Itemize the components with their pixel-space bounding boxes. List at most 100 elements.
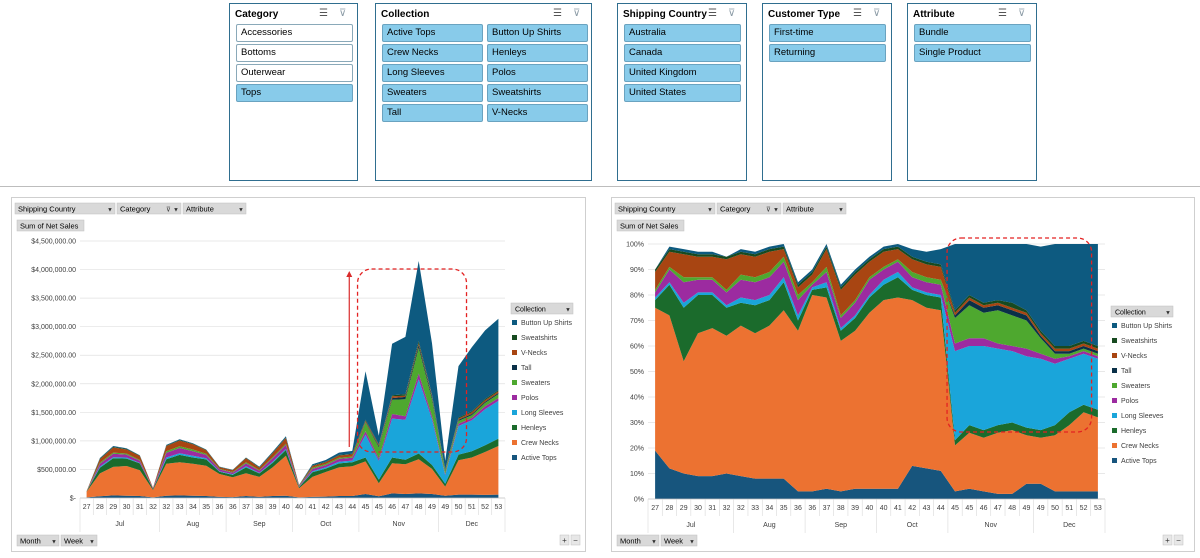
legend-swatch-polos <box>512 395 517 400</box>
value-field-button[interactable]: Sum of Net Sales <box>616 219 685 232</box>
row-field-button-month[interactable]: Month ▼ <box>16 534 60 547</box>
legend-swatch-sweatshirts <box>512 335 517 340</box>
x-tick-label: 49 <box>441 504 449 511</box>
legend-label: Button Up Shirts <box>1121 323 1172 330</box>
slicer-item-bundle[interactable]: Bundle <box>914 24 1031 42</box>
clear-filter-icon[interactable]: ⊽ <box>873 8 881 19</box>
slicer-title: Collection <box>381 9 430 20</box>
y-tick-label: $2,000,000.00 <box>31 381 76 388</box>
y-tick-label: $500,000.00 <box>37 467 76 474</box>
collapse-button[interactable]: − <box>1173 534 1184 546</box>
slicer-item-returning[interactable]: Returning <box>769 44 886 62</box>
area-polos <box>86 373 499 492</box>
slicer-item-first-time[interactable]: First-time <box>769 24 886 42</box>
x-tick-label: 51 <box>468 504 476 511</box>
button-label: Month <box>20 537 41 546</box>
slicer-collection: Collection ☰ ⊽ Active Tops Button Up Shirts C… <box>375 3 592 181</box>
x-tick-label: 34 <box>189 504 197 511</box>
x-tick-label: 45 <box>965 505 973 512</box>
slicer-item-sweaters[interactable]: Sweaters <box>382 84 483 102</box>
slicer-title: Category <box>235 9 279 20</box>
slicer-title: Customer Type <box>768 9 841 20</box>
y-tick-label: 70% <box>630 318 644 325</box>
multi-select-icon[interactable]: ☰ <box>708 8 717 19</box>
multi-select-icon[interactable]: ☰ <box>998 8 1007 19</box>
slicer-item-single-product[interactable]: Single Product <box>914 44 1031 62</box>
collapse-button[interactable]: − <box>570 534 581 546</box>
slicer-item-active-tops[interactable]: Active Tops <box>382 24 483 42</box>
x-tick-label: 32 <box>149 504 157 511</box>
x-tick-label: 29 <box>109 504 117 511</box>
clear-filter-icon[interactable]: ⊽ <box>339 8 347 19</box>
row-field-button-week[interactable]: Week ▼ <box>60 534 98 547</box>
slicer-item-long-sleeves[interactable]: Long Sleeves <box>382 64 483 82</box>
expand-button[interactable]: + <box>559 534 570 546</box>
month-label: Sep <box>835 522 848 529</box>
filter-button-attribute[interactable]: Attribute ▼ <box>782 202 847 215</box>
slicer-item-sweatshirts[interactable]: Sweatshirts <box>487 84 588 102</box>
clear-filter-icon[interactable]: ⊽ <box>573 8 581 19</box>
month-label: Aug <box>187 521 200 528</box>
row-field-button-month[interactable]: Month ▼ <box>616 534 660 547</box>
slicer-item-accessories[interactable]: Accessories <box>236 24 353 42</box>
filter-button-shipping-country[interactable]: Shipping Country ▼ <box>614 202 716 215</box>
button-label: Week <box>64 537 83 546</box>
x-tick-label: 41 <box>894 505 902 512</box>
clear-filter-icon[interactable]: ⊽ <box>728 8 736 19</box>
slicer-item-bottoms[interactable]: Bottoms <box>236 44 353 62</box>
slicer-item-united-kingdom[interactable]: United Kingdom <box>624 64 741 82</box>
slicer-item-polos[interactable]: Polos <box>487 64 588 82</box>
slicer-item-button-up-shirts[interactable]: Button Up Shirts <box>487 24 588 42</box>
legend-swatch-tall <box>1112 368 1117 373</box>
legend-field-button[interactable]: Collection ▼ <box>510 302 574 315</box>
x-tick-label: 27 <box>83 504 91 511</box>
slicer-item-tall[interactable]: Tall <box>382 104 483 122</box>
slicer-item-canada[interactable]: Canada <box>624 44 741 62</box>
slicer-category: Category ☰ ⊽ Accessories Bottoms Outerwear Top… <box>229 3 358 181</box>
x-tick-label: 34 <box>765 505 773 512</box>
slicer-item-outerwear[interactable]: Outerwear <box>236 64 353 82</box>
area-long-sleeves <box>86 379 499 492</box>
dropdown-arrow-icon: ▼ <box>707 208 713 214</box>
row-field-button-week[interactable]: Week ▼ <box>660 534 698 547</box>
multi-select-icon[interactable]: ☰ <box>553 8 562 19</box>
area-active-tops <box>86 493 499 498</box>
slicer-item-henleys[interactable]: Henleys <box>487 44 588 62</box>
slicer-item-united-states[interactable]: United States <box>624 84 741 102</box>
x-tick-label: 44 <box>348 504 356 511</box>
minus-icon: − <box>573 536 578 545</box>
legend-field-button[interactable]: Collection ▼ <box>1110 305 1174 318</box>
slicer-shipping-country: Shipping Country ☰ ⊽ Australia Canada United … <box>617 3 747 181</box>
x-tick-label: 31 <box>708 505 716 512</box>
x-tick-label: 42 <box>908 505 916 512</box>
value-field-label: Sum of Net Sales <box>20 222 79 231</box>
slicer-item-v-necks[interactable]: V-Necks <box>487 104 588 122</box>
legend-title: Collection <box>515 307 546 314</box>
multi-select-icon[interactable]: ☰ <box>319 8 328 19</box>
month-label: Nov <box>393 521 406 528</box>
slicer-item-australia[interactable]: Australia <box>624 24 741 42</box>
y-tick-label: 30% <box>630 420 644 427</box>
y-tick-label: $3,000,000.00 <box>31 324 76 331</box>
filter-button-attribute[interactable]: Attribute ▼ <box>182 202 247 215</box>
multi-select-icon[interactable]: ☰ <box>853 8 862 19</box>
y-tick-label: $4,000,000.00 <box>31 267 76 274</box>
filter-button-category[interactable]: Category ▼⊽ <box>116 202 182 215</box>
filter-button-category[interactable]: Category ▼⊽ <box>716 202 782 215</box>
slicer-item-crew-necks[interactable]: Crew Necks <box>382 44 483 62</box>
value-field-button[interactable]: Sum of Net Sales <box>16 219 85 232</box>
slicer-customer-type: Customer Type ☰ ⊽ First-time Returning <box>762 3 892 181</box>
area-button-up-shirts <box>655 244 1098 346</box>
month-label: Dec <box>466 521 479 528</box>
x-tick-label: 38 <box>837 505 845 512</box>
legend-swatch-sweaters <box>512 380 517 385</box>
filter-button-shipping-country[interactable]: Shipping Country ▼ <box>14 202 116 215</box>
slicer-item-tops[interactable]: Tops <box>236 84 353 102</box>
x-tick-label: 52 <box>481 504 489 511</box>
clear-filter-icon[interactable]: ⊽ <box>1018 8 1026 19</box>
slicer-title: Shipping Country <box>623 9 707 20</box>
legend-swatch-v-necks <box>1112 353 1117 358</box>
x-tick-label: 47 <box>994 505 1002 512</box>
area-sweaters <box>655 256 1098 359</box>
expand-button[interactable]: + <box>1162 534 1173 546</box>
